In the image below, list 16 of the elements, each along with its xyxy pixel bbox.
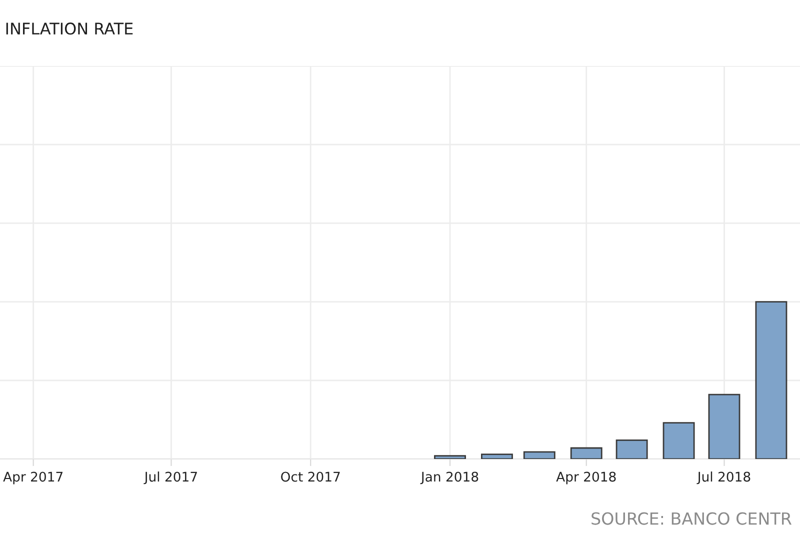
x-tick-label: Jul 2018 (696, 472, 750, 484)
x-tick-label: Apr 2018 (556, 472, 616, 484)
bar (708, 394, 740, 459)
bar (434, 455, 466, 459)
bar (662, 422, 695, 459)
x-tick-label: Apr 2017 (3, 472, 63, 484)
x-tick-label: Jul 2017 (144, 472, 197, 484)
bar (755, 301, 788, 459)
x-tick-label: Jan 2018 (420, 472, 478, 484)
bar (481, 454, 513, 459)
source-note: SOURCE: BANCO CENTR (592, 512, 792, 525)
x-tick-label: Oct 2017 (281, 472, 340, 482)
bar (570, 447, 602, 459)
chart-title: INFLATION RATE (6, 22, 133, 35)
bar (523, 451, 556, 459)
bar (616, 439, 648, 459)
